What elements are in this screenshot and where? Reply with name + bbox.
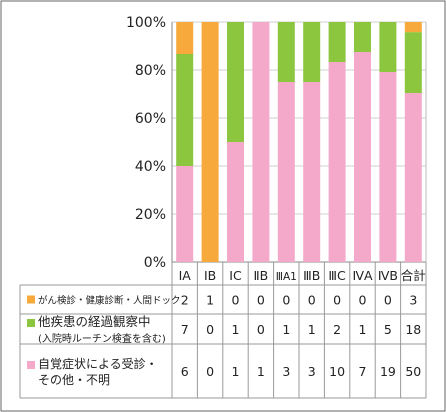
data-label: 2 <box>333 322 341 337</box>
bar-segment <box>379 22 397 72</box>
legend-label: 他疾患の経過観察中(入院時ルーチン検査を含む) <box>38 314 166 345</box>
data-label: 3 <box>282 364 290 379</box>
bar-segment <box>303 82 321 262</box>
bar-segment <box>176 166 194 262</box>
bars <box>176 22 422 262</box>
data-label: 1 <box>359 322 367 337</box>
data-label: 0 <box>257 293 265 308</box>
bar-segment <box>404 22 422 33</box>
data-label: 3 <box>409 293 417 308</box>
data-label: 0 <box>308 293 316 308</box>
x-tick-label: ⅢC <box>328 268 346 283</box>
bar-segment <box>176 22 194 54</box>
data-label: 0 <box>232 293 240 308</box>
y-tick-label: 80% <box>135 63 166 79</box>
bar-segment <box>354 52 371 262</box>
data-label: 7 <box>359 364 367 379</box>
x-tick-label: ⅢA1 <box>276 271 297 283</box>
bar-segment <box>252 22 270 262</box>
data-label: 19 <box>380 364 396 379</box>
x-tick-label: ⅢB <box>303 268 320 283</box>
data-label: 6 <box>181 364 189 379</box>
data-label: 18 <box>405 322 421 337</box>
legend-swatch <box>27 319 35 327</box>
data-label: 0 <box>282 293 290 308</box>
y-tick-label: 40% <box>135 159 166 175</box>
data-label: 1 <box>232 364 240 379</box>
data-label: 7 <box>181 322 189 337</box>
data-label: 50 <box>405 364 421 379</box>
legend-swatch <box>27 361 35 369</box>
x-tick-label: ⅡB <box>254 268 269 283</box>
bar-segment <box>227 142 244 262</box>
x-tick-label: ⅣA <box>352 268 373 283</box>
bar-segment <box>277 22 295 82</box>
data-label: 1 <box>257 364 265 379</box>
data-label: 0 <box>384 293 392 308</box>
data-label: 1 <box>206 293 214 308</box>
y-tick-label: 100% <box>126 15 166 31</box>
x-tick-label: ⅠA <box>179 268 192 283</box>
y-tick-label: 60% <box>135 111 166 127</box>
data-label: 0 <box>206 322 214 337</box>
bar-segment <box>328 22 346 62</box>
data-label: 3 <box>308 364 316 379</box>
data-label: 10 <box>329 364 345 379</box>
y-axis: 0% 20% 40% 60% 80% 100% <box>126 15 166 271</box>
bar-segment <box>303 22 321 82</box>
bar-segment <box>328 62 346 262</box>
data-label: 2 <box>181 293 189 308</box>
bar-segment <box>404 32 422 93</box>
bar-segment <box>227 22 244 142</box>
data-label: 0 <box>333 293 341 308</box>
bar-segment <box>379 72 397 262</box>
x-tick-label: ⅠB <box>204 268 216 283</box>
bar-segment <box>201 22 219 262</box>
bar-segment <box>277 82 295 262</box>
data-label: 5 <box>384 322 392 337</box>
data-label: 0 <box>257 322 265 337</box>
data-label: 0 <box>206 364 214 379</box>
bar-segment <box>404 92 422 262</box>
x-tick-label: ⅣB <box>378 268 398 283</box>
legend-swatch <box>27 295 35 304</box>
data-label: 1 <box>308 322 316 337</box>
data-label: 1 <box>282 322 290 337</box>
x-tick-label: 合計 <box>401 268 426 283</box>
data-label: 0 <box>359 293 367 308</box>
bar-segment <box>176 54 194 166</box>
legend-label: がん検診・健康診断・人間ドック <box>38 295 181 307</box>
x-tick-label: ⅠC <box>229 268 242 283</box>
data-label: 1 <box>232 322 240 337</box>
y-tick-label: 0% <box>144 255 166 271</box>
bar-segment <box>354 22 371 52</box>
y-tick-label: 20% <box>135 207 166 223</box>
legend-label: 自覚症状による受診・その他・不明 <box>38 356 158 387</box>
